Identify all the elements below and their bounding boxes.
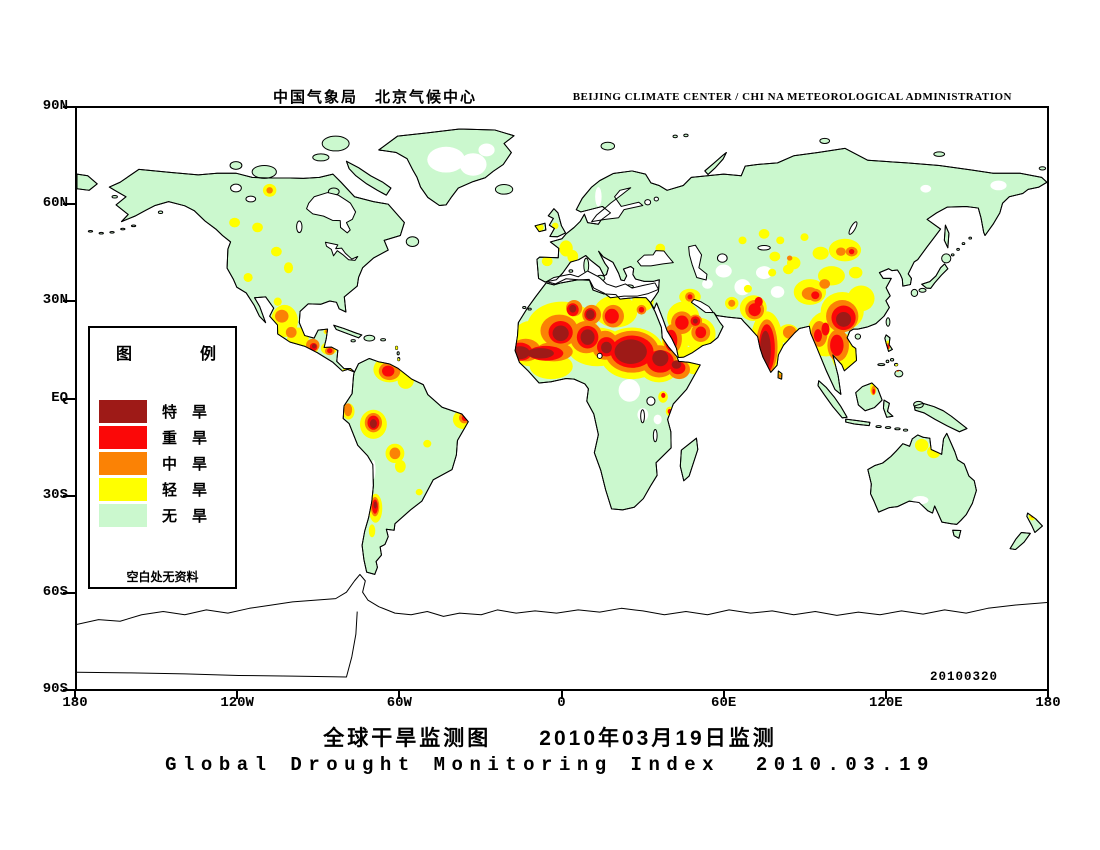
x-axis-label: 180 — [62, 695, 88, 711]
x-axis-label: 60E — [711, 695, 737, 711]
footer-title-en: Global Drought Monitoring Index 2010.03.… — [165, 754, 935, 776]
y-axis-label: 30S — [42, 486, 68, 503]
legend-label: 特 旱 — [162, 404, 208, 421]
y-axis-tick — [63, 494, 75, 497]
y-axis-tick — [63, 591, 75, 594]
legend-item-none: 无 旱 — [99, 504, 207, 527]
x-axis-tick — [74, 691, 76, 699]
x-axis-label: 120W — [220, 695, 254, 711]
y-axis-label: 60N — [42, 195, 68, 212]
y-axis-tick — [63, 203, 75, 206]
world-map-svg — [77, 108, 1047, 689]
x-axis-label: 60W — [386, 695, 412, 711]
legend-label: 重 旱 — [162, 430, 208, 447]
y-axis-label: 60S — [42, 583, 68, 600]
x-axis-tick — [722, 691, 725, 699]
header-title-cn: 中国气象局 北京气候中心 — [272, 89, 477, 106]
seas-and-lakes — [231, 184, 859, 442]
y-axis-tick — [63, 300, 75, 303]
drought-shading — [229, 143, 1036, 538]
legend-label: 中 旱 — [162, 456, 208, 473]
coastlines — [77, 129, 1047, 574]
x-axis-label: 120E — [869, 695, 903, 711]
x-axis-tick — [560, 691, 563, 699]
y-axis-label: 30N — [42, 292, 68, 309]
legend-item-moderate: 中 旱 — [99, 452, 207, 475]
x-axis-tick — [236, 691, 239, 699]
header-title-en: BEIJING CLIMATE CENTER / CHI NA METEOROL… — [572, 91, 1012, 103]
y-axis-tick — [63, 106, 75, 108]
legend-title: 图 例 — [116, 346, 243, 363]
y-axis-tick — [63, 397, 75, 400]
legend-swatch-extreme — [99, 400, 147, 423]
legend-label: 轻 旱 — [162, 482, 208, 499]
y-axis-label: 90S — [42, 681, 68, 697]
y-axis-tick — [63, 689, 75, 691]
legend-note: 空白处无资料 — [126, 570, 199, 584]
legend-swatch-moderate — [99, 452, 147, 475]
world-drought-map — [75, 106, 1049, 691]
legend-item-extreme: 特 旱 — [99, 400, 207, 423]
legend-label: 无 旱 — [162, 508, 208, 525]
y-axis-label: 90N — [42, 98, 68, 114]
x-axis-tick — [1047, 691, 1049, 699]
antarctica-coastline — [77, 574, 1047, 677]
legend-swatch-severe — [99, 426, 147, 449]
footer-title-cn: 全球干旱监测图 2010年03月19日监测 — [323, 727, 777, 750]
legend-item-severe: 重 旱 — [99, 426, 207, 449]
x-axis-label: 180 — [1035, 695, 1061, 711]
legend-box: 图 例 特 旱重 旱中 旱轻 旱无 旱 空白处无资料 — [88, 326, 237, 589]
x-axis-label: 0 — [557, 695, 566, 711]
date-stamp: 20100320 — [930, 670, 999, 684]
y-axis-label: EQ — [51, 389, 68, 406]
legend-item-light: 轻 旱 — [99, 478, 207, 501]
legend-swatch-light — [99, 478, 147, 501]
x-axis-tick — [398, 691, 401, 699]
legend-rows: 特 旱重 旱中 旱轻 旱无 旱 — [99, 400, 207, 530]
legend-swatch-none — [99, 504, 147, 527]
x-axis-tick — [884, 691, 887, 699]
